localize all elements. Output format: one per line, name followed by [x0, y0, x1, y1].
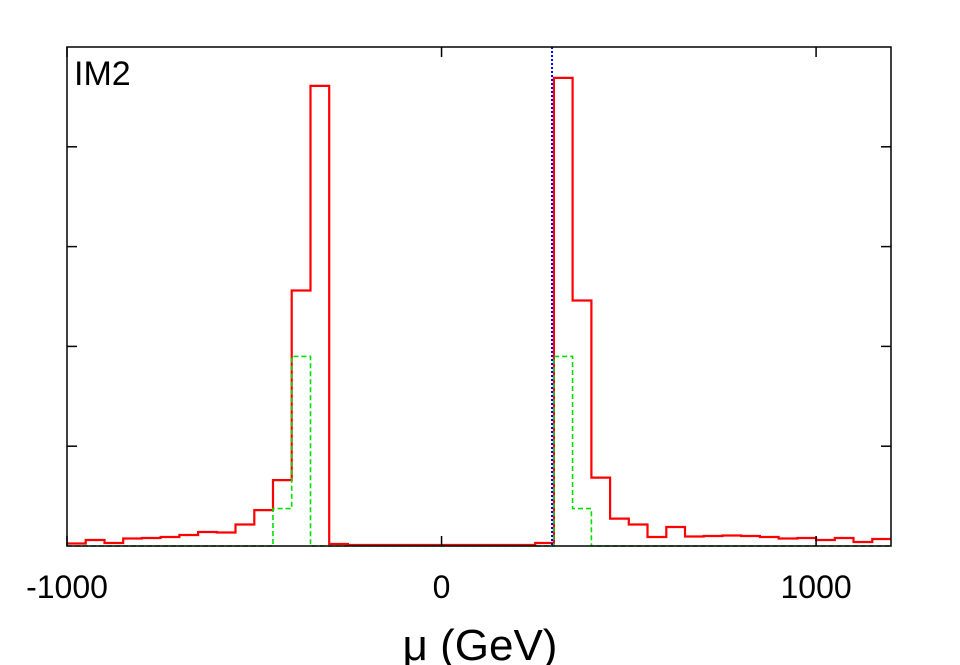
x-tick-label: 1000: [780, 569, 851, 605]
x-axis-label: μ (GeV): [403, 621, 558, 665]
panel-label: IM2: [74, 55, 131, 93]
x-tick-label: -1000: [26, 569, 108, 605]
series-0-histogram: [67, 76, 891, 547]
x-tick-label: 0: [433, 569, 451, 605]
plot-frame: [66, 46, 892, 547]
series-layer: [67, 76, 891, 547]
series-1-histogram: [67, 355, 891, 547]
axis-ticks: -1000 0 1000: [26, 47, 891, 605]
